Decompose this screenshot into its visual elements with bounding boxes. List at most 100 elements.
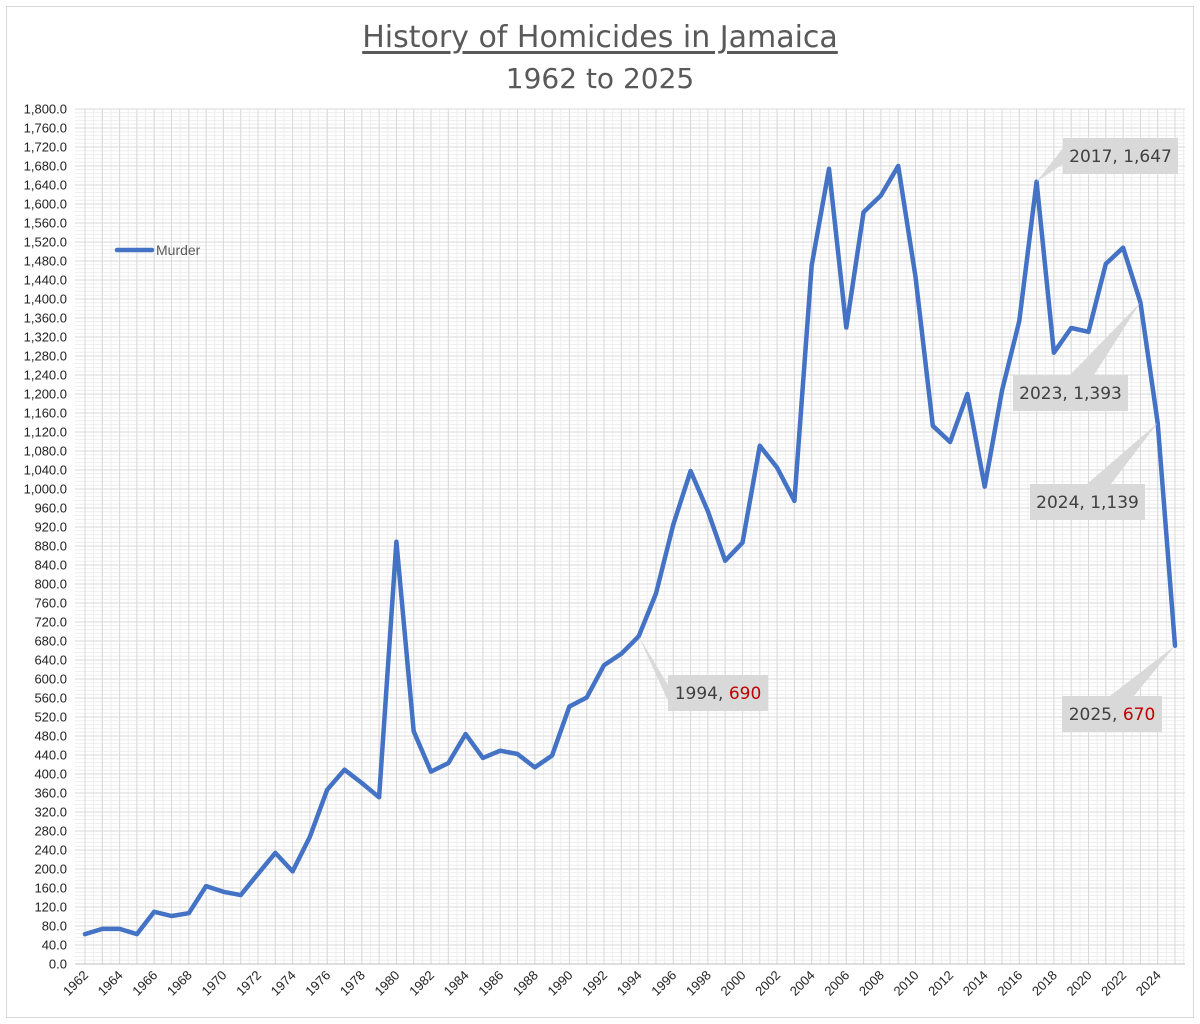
data-point (896, 164, 901, 168)
data-point (1121, 245, 1126, 250)
x-tick-label: 2022 (1098, 968, 1129, 999)
data-point (307, 834, 312, 839)
callout-pointer (1070, 302, 1141, 375)
chart-title: History of Homicides in Jamaica (362, 20, 838, 55)
data-point (602, 663, 607, 668)
y-tick-label: 1,200.0 (24, 387, 67, 402)
callout-label: 2023, 1,393 (1019, 384, 1122, 404)
y-tick-label: 1,120.0 (24, 425, 67, 440)
callout-label-text: 2023, 1,393 (1019, 384, 1122, 404)
data-point (861, 210, 866, 215)
callout-pointer (1087, 422, 1158, 484)
y-tick-label: 1,680.0 (24, 159, 67, 174)
data-point (325, 787, 330, 792)
y-tick-label: 320.0 (34, 805, 67, 820)
callout-label: 2024, 1,139 (1036, 493, 1139, 513)
y-tick-label: 280.0 (34, 824, 67, 839)
y-tick-label: 40.0 (42, 938, 67, 953)
x-tick-label: 1986 (475, 968, 506, 999)
y-tick-label: 920.0 (34, 520, 67, 535)
data-point (930, 423, 935, 428)
y-tick-label: 400.0 (34, 767, 67, 782)
data-point (844, 325, 849, 330)
x-tick-label: 1994 (614, 968, 645, 999)
y-tick-label: 1,160.0 (24, 406, 67, 421)
callout-pointer (1036, 148, 1063, 182)
x-tick-label: 1968 (164, 968, 195, 999)
legend-label-murder: Murder (156, 242, 201, 258)
y-tick-label: 1,000.0 (24, 482, 67, 497)
data-point (878, 193, 883, 198)
callout-label: 1994, 690 (675, 684, 762, 704)
data-point (411, 729, 416, 734)
y-tick-label: 1,400.0 (24, 292, 67, 307)
data-point (446, 761, 451, 766)
data-point (982, 484, 987, 489)
series-line-murder (82, 163, 1178, 937)
data-point (705, 509, 710, 514)
data-point (377, 795, 382, 800)
x-tick-label: 2006 (821, 968, 852, 999)
data-point (757, 443, 762, 448)
y-tick-label: 360.0 (34, 786, 67, 801)
x-tick-label: 2010 (891, 968, 922, 999)
data-point (965, 392, 970, 396)
x-tick-label: 2004 (787, 968, 818, 999)
data-point (221, 889, 226, 894)
callout-highlight-value: 690 (729, 684, 761, 704)
data-point (723, 558, 728, 563)
y-tick-label: 560.0 (34, 691, 67, 706)
callout-pointer (638, 636, 668, 701)
data-point (134, 932, 139, 937)
data-point (567, 704, 572, 709)
y-tick-label: 0.0 (49, 957, 67, 972)
x-tick-label: 2002 (752, 968, 783, 999)
x-tick-label: 2008 (856, 968, 887, 999)
y-tick-label: 1,600.0 (24, 197, 67, 212)
data-point (550, 753, 555, 758)
y-tick-label: 1,480.0 (24, 254, 67, 269)
data-point (186, 911, 191, 916)
data-point (152, 909, 157, 914)
x-tick-label: 1970 (198, 968, 229, 999)
callout-box (1063, 138, 1178, 174)
y-tick-label: 840.0 (34, 558, 67, 573)
x-tick-label: 1998 (683, 968, 714, 999)
x-tick-label: 2018 (1029, 968, 1060, 999)
data-point (290, 869, 295, 874)
data-point (83, 932, 87, 937)
y-tick-label: 960.0 (34, 501, 67, 516)
data-point (342, 767, 347, 772)
data-point (809, 263, 814, 268)
callout-label-text: 2025, (1069, 705, 1123, 725)
data-point (117, 926, 122, 931)
legend: Murder (114, 242, 201, 258)
callout-highlight-value: 670 (1123, 705, 1155, 725)
y-tick-label: 600.0 (34, 672, 67, 687)
callout-label-text: 2017, 1,647 (1069, 147, 1172, 167)
y-tick-label: 800.0 (34, 577, 67, 592)
data-point (948, 439, 953, 444)
data-point (238, 893, 243, 898)
callout-pointer (1110, 645, 1175, 696)
y-tick-label: 1,800.0 (24, 102, 67, 117)
x-tick-label: 1984 (441, 968, 472, 999)
data-point (1051, 350, 1056, 355)
x-tick-label: 1982 (406, 968, 437, 999)
y-tick-label: 1,640.0 (24, 178, 67, 193)
x-tick-label: 1964 (95, 968, 126, 999)
y-tick-label: 520.0 (34, 710, 67, 725)
data-point (584, 695, 589, 700)
series-layer (82, 163, 1178, 937)
x-tick-label: 1972 (233, 968, 264, 999)
data-point (532, 765, 537, 770)
x-tick-label: 1966 (129, 968, 160, 999)
y-tick-label: 1,720.0 (24, 140, 67, 155)
data-point (100, 926, 105, 931)
data-point (169, 914, 174, 919)
data-point (999, 388, 1004, 393)
data-point (480, 755, 485, 760)
y-tick-label: 640.0 (34, 653, 67, 668)
callout-box (668, 675, 768, 711)
